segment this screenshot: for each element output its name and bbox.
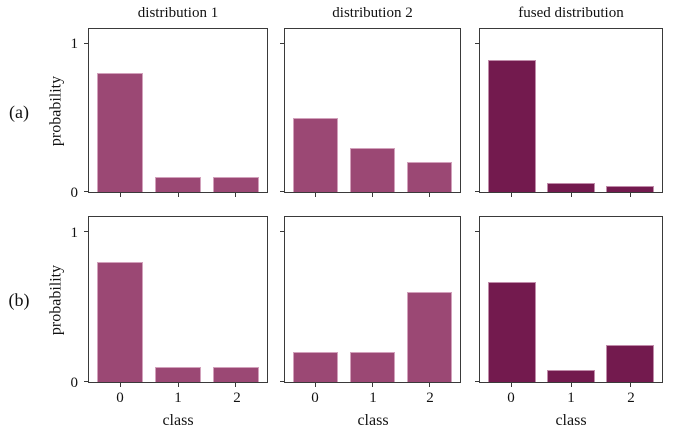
y-tick-mark	[84, 191, 88, 192]
column-title-distribution-2: distribution 2	[332, 5, 413, 21]
x-tick-mark	[235, 383, 237, 387]
subplot-a-distribution-2	[280, 28, 461, 197]
subplot-a-distribution-1	[84, 28, 268, 197]
x-axis-label-col-1: class	[357, 412, 389, 429]
y-axis-label-row-a: probability	[47, 75, 65, 147]
bar-class-0	[97, 262, 144, 382]
y-tick-mark	[280, 42, 284, 44]
y-tick-mark	[475, 191, 479, 192]
y-axis-label-row-b: probability	[47, 264, 65, 336]
bar-class-2	[406, 292, 453, 382]
x-tick-mark	[372, 383, 373, 387]
bar-class-2	[212, 367, 259, 382]
x-tick-mark	[177, 383, 179, 387]
bar-class-2	[606, 344, 654, 382]
xtick-label-b2-2: 2	[627, 390, 635, 406]
bar-class-1	[547, 370, 595, 382]
x-tick-mark	[629, 193, 631, 197]
x-tick-mark	[372, 193, 373, 197]
x-tick-mark	[119, 383, 121, 387]
xtick-label-b1-0: 0	[311, 390, 319, 406]
y-tick-mark	[475, 42, 479, 44]
bar-class-1	[154, 367, 202, 382]
subplot-a-fused-distribution	[475, 28, 663, 197]
bar-class-1	[349, 352, 396, 382]
bar-class-2	[406, 162, 453, 192]
ytick-label-a-0: 0	[70, 185, 79, 201]
ytick-label-a-1: 1	[70, 36, 79, 52]
y-tick-mark	[280, 231, 284, 232]
bar-class-2	[212, 177, 259, 192]
x-axis-label-col-0: class	[162, 412, 194, 429]
x-tick-mark	[119, 193, 121, 197]
bar-class-2	[606, 186, 654, 192]
x-tick-mark	[315, 383, 317, 387]
x-tick-mark	[315, 193, 317, 197]
xtick-label-b0-0: 0	[116, 390, 124, 406]
xtick-label-b0-1: 1	[174, 390, 182, 406]
bar-class-0	[292, 117, 339, 192]
subplot-b-fused-distribution	[475, 216, 663, 387]
ytick-label-b-1: 1	[70, 225, 79, 241]
x-tick-mark	[511, 383, 513, 387]
y-tick-mark	[280, 191, 284, 192]
bar-class-0	[97, 73, 144, 192]
bar-class-1	[154, 177, 202, 192]
y-tick-mark	[475, 381, 479, 382]
x-tick-mark	[235, 193, 237, 197]
y-tick-mark	[84, 381, 88, 382]
column-title-fused-distribution: fused distribution	[518, 5, 624, 21]
row-label-a: (a)	[9, 102, 29, 122]
ytick-label-b-0: 0	[70, 375, 79, 391]
subplot-b-distribution-1	[84, 216, 268, 387]
bar-class-0	[488, 281, 536, 382]
x-tick-mark	[428, 193, 430, 197]
xtick-label-b2-0: 0	[507, 390, 515, 406]
x-tick-mark	[570, 193, 572, 197]
xtick-label-b1-1: 1	[369, 390, 377, 406]
x-tick-mark	[511, 193, 513, 197]
subplot-b-distribution-2	[280, 216, 461, 387]
y-tick-mark	[475, 231, 479, 232]
xtick-label-b1-2: 2	[426, 390, 434, 406]
y-tick-mark	[84, 42, 88, 44]
x-tick-mark	[570, 383, 572, 387]
bar-class-1	[349, 147, 396, 192]
y-tick-mark	[280, 381, 284, 382]
x-axis-label-col-2: class	[555, 412, 587, 429]
xtick-label-b0-2: 2	[233, 390, 241, 406]
row-label-b: (b)	[8, 290, 30, 310]
x-tick-mark	[428, 383, 430, 387]
bar-class-0	[488, 60, 536, 192]
column-title-distribution-1: distribution 1	[137, 5, 219, 21]
bar-class-0	[292, 352, 339, 382]
xtick-label-b2-1: 1	[567, 390, 575, 406]
y-tick-mark	[84, 231, 88, 232]
x-tick-mark	[629, 383, 631, 387]
bar-class-1	[547, 183, 595, 192]
x-tick-mark	[177, 193, 179, 197]
